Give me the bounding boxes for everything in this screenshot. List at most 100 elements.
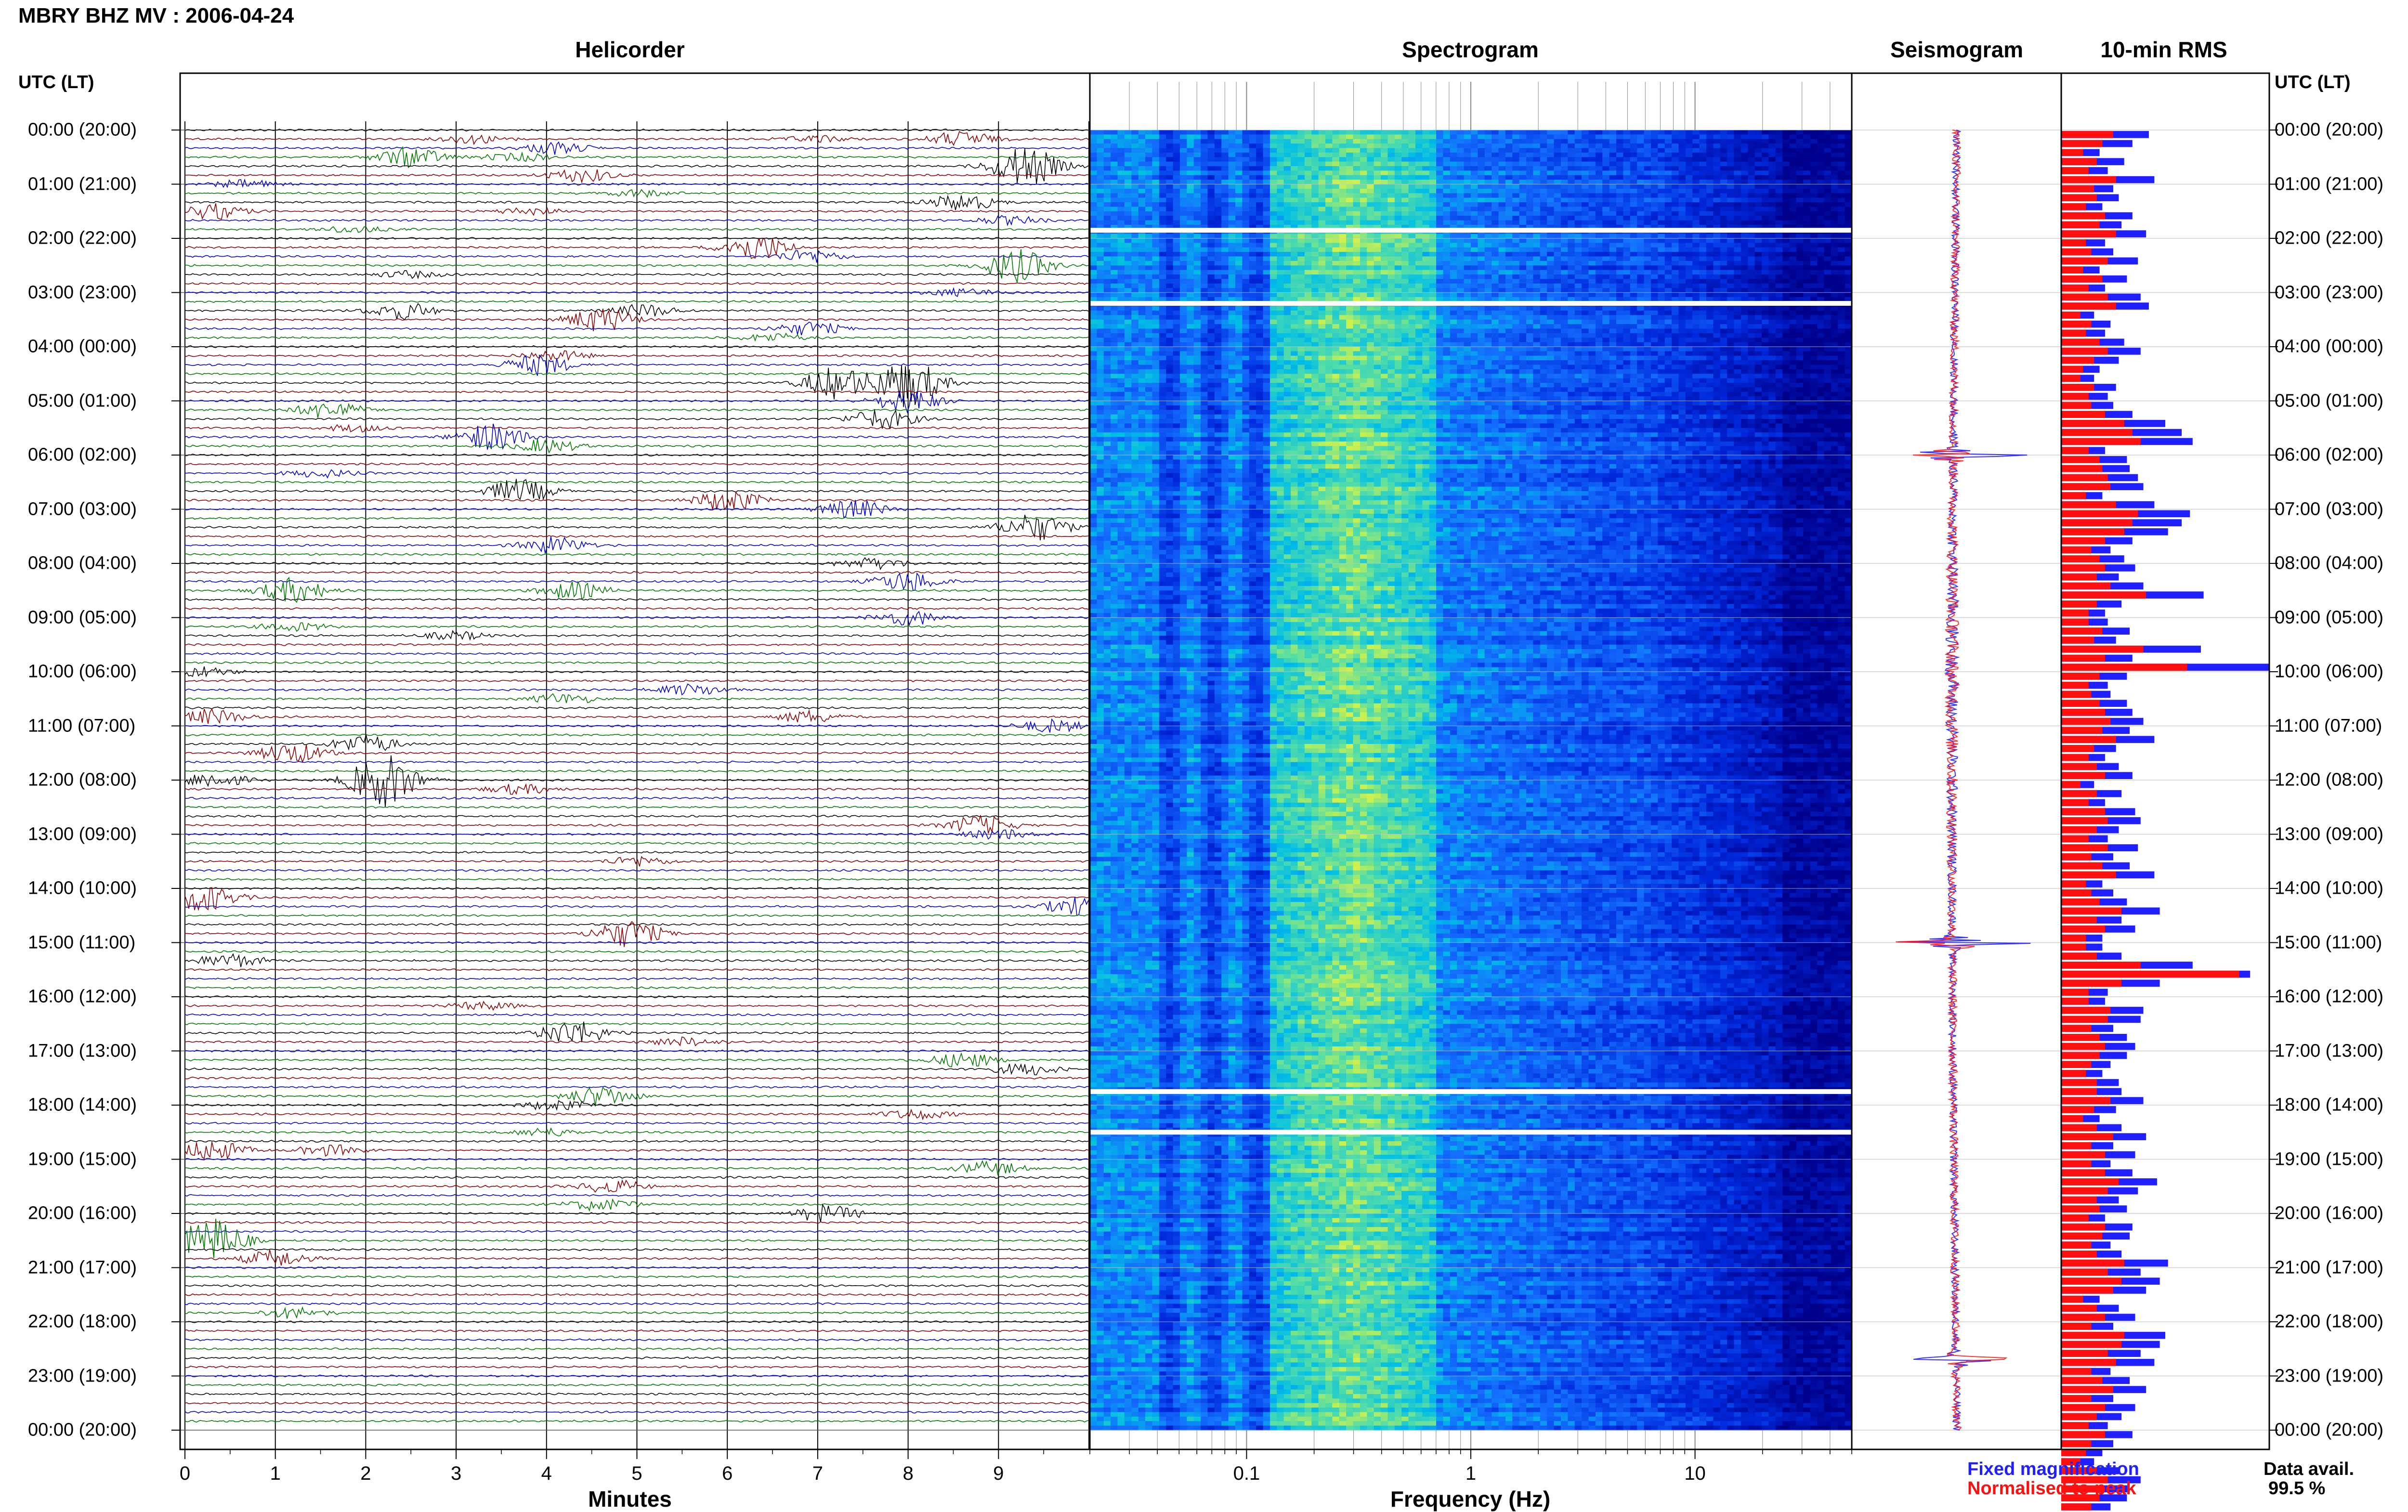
spectrogram-cell	[1796, 166, 1804, 171]
spectrogram-cell	[1824, 153, 1831, 157]
spectrogram-cell	[1319, 153, 1326, 157]
spectrogram-cell	[1125, 234, 1132, 239]
spectrogram-cell	[1540, 170, 1547, 175]
spectrogram-cell	[1755, 153, 1762, 157]
spectrogram-cell	[1173, 143, 1180, 148]
spectrogram-cell	[1540, 180, 1547, 184]
spectrogram-cell	[1145, 279, 1152, 284]
spectrogram-cell	[1221, 189, 1229, 194]
spectrogram-cell	[1720, 170, 1727, 175]
spectrogram-cell	[1353, 170, 1361, 175]
spectrogram-cell	[1616, 243, 1623, 248]
spectrogram-cell	[1540, 252, 1547, 257]
spectrogram-cell	[1332, 288, 1339, 293]
spectrogram-cell	[1215, 130, 1222, 135]
spectrogram-cell	[1395, 274, 1402, 279]
spectrogram-cell	[1284, 166, 1291, 171]
spectrogram-cell	[1381, 288, 1388, 293]
spectrogram-cell	[1401, 148, 1409, 153]
spectrogram-cell	[1748, 198, 1755, 203]
spectrogram-cell	[1305, 184, 1312, 189]
spectrogram-cell	[1346, 261, 1353, 266]
spectrogram-cell	[1221, 202, 1229, 207]
spectrogram-cell	[1111, 243, 1118, 248]
spectrogram-cell	[1582, 202, 1589, 207]
spectrogram-cell	[1353, 153, 1361, 157]
spectrogram-cell	[1796, 288, 1804, 293]
spectrogram-cell	[1443, 184, 1450, 189]
spectrogram-cell	[1630, 248, 1637, 252]
spectrogram-cell	[1540, 238, 1547, 243]
spectrogram-cell	[1166, 170, 1173, 175]
spectrogram-cell	[1353, 270, 1361, 275]
spectrogram-cell	[1838, 252, 1845, 257]
spectrogram-cell	[1291, 315, 1298, 320]
spectrogram-cell	[1145, 175, 1152, 180]
spectrogram-cell	[1409, 315, 1416, 320]
spectrogram-cell	[1436, 270, 1443, 275]
spectrogram-cell	[1139, 279, 1146, 284]
spectrogram-cell	[1180, 288, 1187, 293]
spectrogram-cell	[1499, 189, 1506, 194]
spectrogram-cell	[1623, 189, 1630, 194]
spectrogram-cell	[1256, 320, 1263, 325]
spectrogram-cell	[1845, 153, 1852, 157]
spectrogram-cell	[1547, 162, 1554, 167]
spectrogram-cell	[1395, 166, 1402, 171]
spectrogram-cell	[1824, 207, 1831, 211]
spectrogram-cell	[1644, 265, 1651, 270]
spectrogram-cell	[1201, 261, 1208, 266]
spectrogram-cell	[1623, 184, 1630, 189]
spectrogram-cell	[1810, 180, 1818, 184]
spectrogram-cell	[1492, 175, 1499, 180]
spectrogram-cell	[1824, 193, 1831, 198]
spectrogram-cell	[1588, 180, 1596, 184]
spectrogram-cell	[1111, 153, 1118, 157]
spectrogram-cell	[1651, 180, 1658, 184]
spectrogram-cell	[1561, 216, 1568, 221]
spectrogram-cell	[1602, 153, 1610, 157]
spectrogram-cell	[1263, 306, 1270, 311]
spectrogram-cell	[1512, 306, 1519, 311]
spectrogram-cell	[1575, 175, 1582, 180]
spectrogram-cell	[1325, 193, 1333, 198]
spectrogram-cell	[1339, 166, 1347, 171]
spectrogram-cell	[1401, 153, 1409, 157]
spectrogram-panel	[1090, 82, 1852, 1459]
spectrogram-cell	[1104, 207, 1111, 211]
spectrogram-cell	[1554, 257, 1561, 261]
spectrogram-cell	[1436, 153, 1443, 157]
spectrogram-cell	[1665, 211, 1672, 216]
spectrogram-cell	[1824, 157, 1831, 162]
spectrogram-cell	[1755, 143, 1762, 148]
spectrogram-cell	[1242, 202, 1249, 207]
spectrogram-cell	[1512, 261, 1519, 266]
spectrogram-cell	[1215, 143, 1222, 148]
spectrogram-cell	[1492, 257, 1499, 261]
spectrogram-cell	[1353, 257, 1361, 261]
spectrogram-cell	[1166, 252, 1173, 257]
spectrogram-cell	[1346, 134, 1353, 139]
spectrogram-cell	[1422, 238, 1429, 243]
spectrogram-cell	[1311, 261, 1319, 266]
spectrogram-cell	[1159, 157, 1166, 162]
spectrogram-cell	[1111, 288, 1118, 293]
spectrogram-cell	[1104, 252, 1111, 257]
spectrogram-cell	[1582, 265, 1589, 270]
spectrogram-cell	[1686, 189, 1693, 194]
spectrogram-cell	[1755, 270, 1762, 275]
spectrogram-cell	[1596, 257, 1603, 261]
spectrogram-cell	[1305, 311, 1312, 315]
spectrogram-cell	[1297, 234, 1305, 239]
spectrogram-cell	[1533, 207, 1540, 211]
spectrogram-cell	[1297, 257, 1305, 261]
spectrogram-cell	[1339, 221, 1347, 225]
spectrogram-cell	[1672, 184, 1679, 189]
spectrogram-cell	[1118, 162, 1125, 167]
spectrogram-cell	[1104, 306, 1111, 311]
spectrogram-cell	[1727, 248, 1734, 252]
spectrogram-cell	[1803, 274, 1810, 279]
spectrogram-cell	[1602, 162, 1610, 167]
spectrogram-cell	[1104, 189, 1111, 194]
spectrogram-cell	[1090, 202, 1097, 207]
